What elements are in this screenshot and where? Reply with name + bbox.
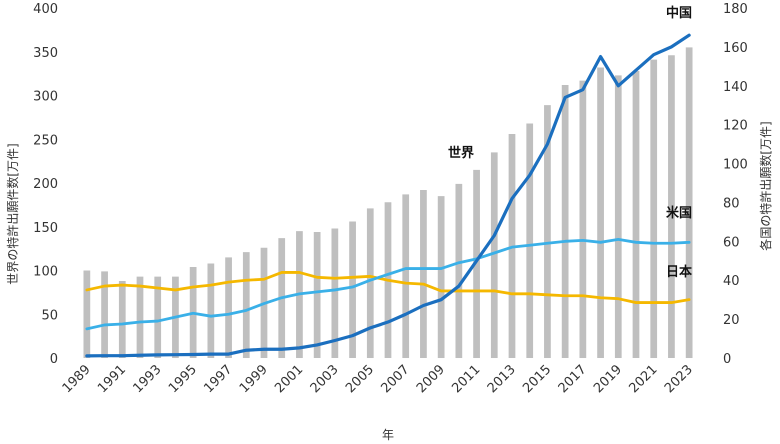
country-lines bbox=[85, 33, 691, 358]
bar-world-1998 bbox=[242, 252, 250, 359]
right-tick-label: 0 bbox=[723, 352, 731, 367]
bar-world-2016 bbox=[561, 85, 569, 358]
right-axis-title: 各国の特許出願数[万件] bbox=[758, 121, 773, 250]
x-tick-label: 1993 bbox=[131, 362, 165, 396]
line-us bbox=[85, 237, 691, 331]
bar-world-1997 bbox=[225, 257, 232, 359]
right-tick-label: 60 bbox=[723, 235, 740, 250]
left-tick-label: 0 bbox=[50, 352, 58, 367]
left-tick-label: 400 bbox=[33, 2, 58, 17]
right-tick-label: 40 bbox=[723, 274, 740, 289]
x-tick-label: 2007 bbox=[379, 362, 413, 396]
left-tick-label: 350 bbox=[33, 46, 58, 61]
bar-world-2017 bbox=[579, 80, 587, 359]
x-tick-label: 2011 bbox=[449, 362, 483, 396]
x-tick-label: 1991 bbox=[95, 362, 129, 396]
bar-world-2019 bbox=[614, 75, 622, 359]
series-label-japan: 日本 bbox=[666, 264, 692, 280]
right-tick-label: 80 bbox=[723, 196, 740, 211]
bar-world-1992 bbox=[136, 276, 144, 359]
x-tick-label: 2023 bbox=[662, 362, 696, 396]
x-axis-title: 年 bbox=[382, 428, 394, 442]
bar-world-2014 bbox=[526, 123, 534, 358]
x-tick-label: 1999 bbox=[237, 362, 271, 396]
left-axis-ticks: 0 50 100 150 200 250 300 350 400 bbox=[33, 2, 58, 367]
bar-world-1996 bbox=[207, 263, 215, 358]
line-china bbox=[85, 33, 691, 358]
world-bars bbox=[83, 47, 693, 359]
left-tick-label: 150 bbox=[33, 221, 58, 236]
x-tick-label: 2021 bbox=[627, 362, 661, 396]
bar-world-2002 bbox=[313, 232, 321, 358]
x-tick-label: 2013 bbox=[485, 362, 519, 396]
x-tick-label: 2019 bbox=[591, 362, 625, 396]
bar-world-2015 bbox=[544, 105, 551, 359]
x-tick-label: 2003 bbox=[308, 362, 342, 396]
series-label-china: 中国 bbox=[666, 5, 692, 21]
series-label-us: 米国 bbox=[666, 205, 692, 221]
right-tick-label: 120 bbox=[723, 119, 748, 134]
bar-world-2005 bbox=[366, 208, 374, 359]
bar-world-2018 bbox=[597, 67, 604, 358]
x-tick-label: 2015 bbox=[520, 362, 554, 396]
bar-world-2008 bbox=[420, 190, 427, 358]
bar-world-1989 bbox=[83, 270, 91, 358]
bar-world-2023 bbox=[685, 47, 693, 359]
x-tick-label: 2001 bbox=[272, 362, 306, 396]
right-axis-ticks: 0 20 40 60 80 100 120 140 160 180 bbox=[723, 2, 748, 367]
left-tick-label: 200 bbox=[33, 177, 58, 192]
x-tick-label: 1995 bbox=[166, 362, 200, 396]
bar-world-1990 bbox=[101, 271, 108, 359]
right-tick-label: 100 bbox=[723, 158, 748, 173]
bar-world-2022 bbox=[668, 55, 675, 358]
bar-world-2009 bbox=[437, 196, 445, 359]
x-tick-label: 2005 bbox=[343, 362, 377, 396]
line-japan bbox=[85, 271, 691, 304]
right-tick-label: 160 bbox=[723, 41, 748, 56]
bar-world-2010 bbox=[455, 183, 463, 359]
right-tick-label: 140 bbox=[723, 80, 748, 95]
bar-world-2011 bbox=[473, 169, 480, 359]
bar-world-2021 bbox=[650, 59, 658, 359]
bar-world-2003 bbox=[331, 228, 339, 358]
x-tick-label: 2017 bbox=[556, 362, 590, 396]
x-tick-label: 2009 bbox=[414, 362, 448, 396]
left-tick-label: 250 bbox=[33, 133, 58, 148]
series-label-world: 世界 bbox=[448, 145, 474, 161]
bar-world-2020 bbox=[632, 71, 640, 358]
left-tick-label: 300 bbox=[33, 90, 58, 105]
left-tick-label: 50 bbox=[41, 308, 58, 323]
bar-world-2007 bbox=[402, 194, 410, 359]
bar-world-1991 bbox=[118, 281, 126, 358]
x-tick-label: 1989 bbox=[60, 362, 94, 396]
x-axis-ticks: 1989 1991 1993 1995 1997 1999 2001 2003 2005 2007… bbox=[60, 362, 696, 396]
left-axis-title: 世界の特許出願件数[万件] bbox=[5, 143, 20, 284]
right-tick-label: 180 bbox=[723, 2, 748, 17]
bar-world-1993 bbox=[154, 276, 162, 359]
x-tick-label: 1997 bbox=[201, 362, 235, 396]
left-tick-label: 100 bbox=[33, 265, 58, 280]
right-tick-label: 20 bbox=[723, 313, 740, 328]
bar-world-2012 bbox=[490, 152, 498, 359]
bar-world-2004 bbox=[349, 221, 356, 358]
